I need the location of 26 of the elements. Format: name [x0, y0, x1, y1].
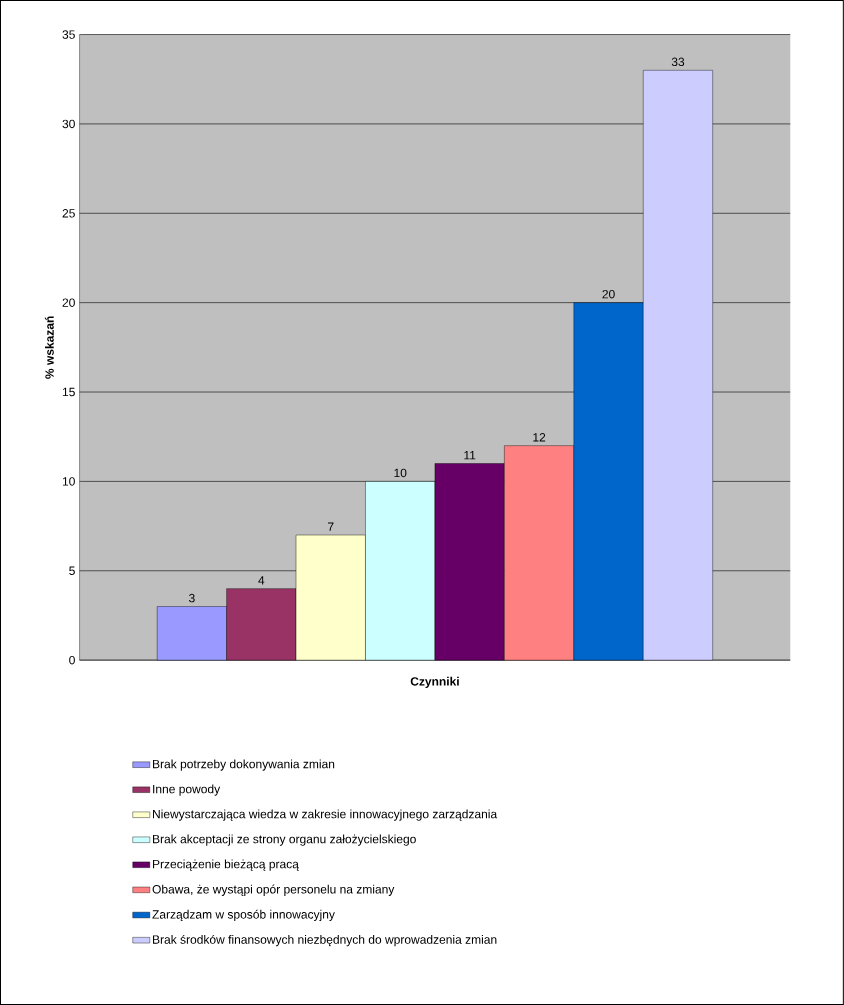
legend-label: Obawa, że wystąpi opór personelu na zmiany [152, 884, 395, 896]
y-tick-label: 20 [62, 298, 75, 307]
legend-label: Przeciążenie bieżącą pracą [153, 859, 299, 871]
legend-label: Brak potrzeby dokonywania zmian [153, 759, 335, 771]
y-axis-title: % wskazań [44, 316, 54, 379]
data-label: 20 [602, 289, 615, 299]
y-tick-label: 15 [63, 387, 75, 397]
y-tick-label: 30 [62, 119, 75, 129]
data-label: 10 [394, 468, 407, 478]
data-label: 11 [464, 451, 476, 460]
data-label: 12 [533, 433, 546, 442]
y-tick-label: 25 [62, 209, 75, 218]
data-label: 4 [258, 576, 265, 585]
data-label: 33 [671, 57, 685, 67]
y-tick-label: 10 [63, 477, 75, 486]
legend-label: Brak akceptacji ze strony organu założycielskiego [153, 834, 416, 846]
x-axis-title: Czynniki [410, 676, 459, 689]
legend-label: Inne powody [153, 784, 221, 796]
y-tick-label: 0 [69, 655, 75, 665]
data-label: 7 [328, 522, 334, 531]
y-tick-label: 5 [69, 566, 75, 575]
legend-label: Brak środków finansowych niezbędnych do wprowadzenia zmian [153, 934, 497, 947]
data-label: 3 [189, 593, 195, 603]
legend-label: Zarządzam w sposób innowacyjny [152, 909, 335, 922]
legend-label: Niewystarczająca wiedza w zakresie innowacyjnego zarządzania [153, 809, 498, 821]
y-tick-label: 35 [62, 30, 75, 39]
